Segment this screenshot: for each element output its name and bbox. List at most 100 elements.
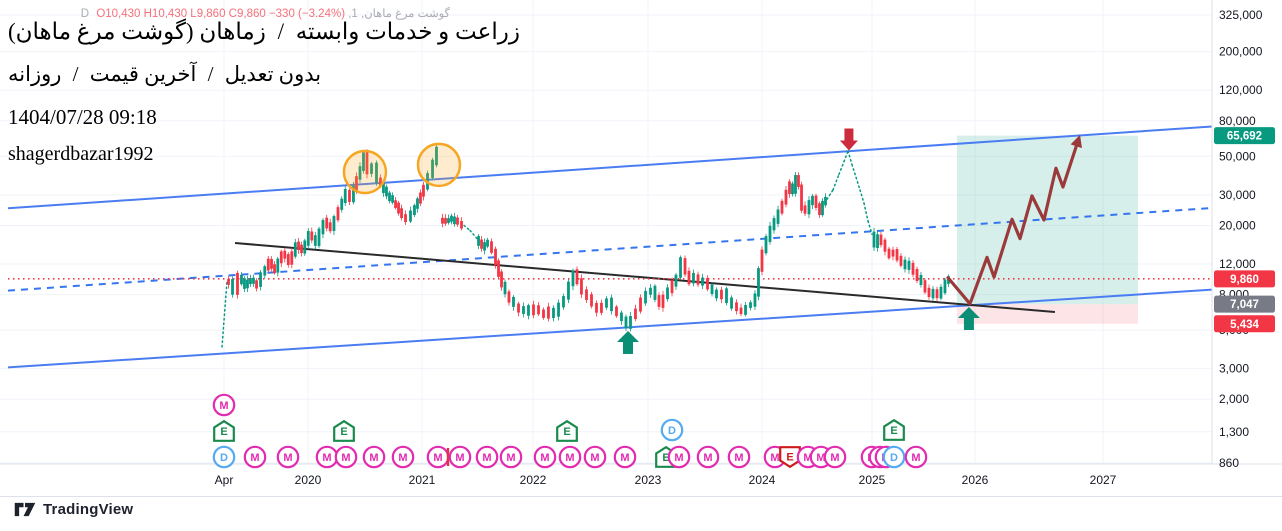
down-arrow-marker — [839, 128, 858, 151]
monthly-event-icon — [667, 445, 691, 469]
price-level-badge — [1214, 315, 1275, 333]
svg-text:M: M — [482, 452, 491, 464]
lower-channel — [7, 288, 1213, 369]
legend-symbol: گوشت مرغ ماهان, 1, D — [80, 8, 450, 20]
svg-text:2027: 2027 — [1090, 473, 1117, 487]
price-chart[interactable]: MEDEEDEMMMMMMMMMMMMMMEMMMMEMMMMMMDM325,0… — [0, 0, 1282, 497]
svg-text:M: M — [803, 452, 812, 464]
svg-text:M: M — [816, 452, 825, 464]
svg-text:2,000: 2,000 — [1219, 392, 1249, 406]
svg-text:Apr: Apr — [215, 473, 234, 487]
monthly-event-icon — [243, 445, 267, 469]
time-axis: Apr 2020 2021 2022 2023 2024 2025 2026 2027 — [215, 473, 1117, 487]
svg-text:M: M — [455, 452, 464, 464]
svg-text:80,000: 80,000 — [1219, 114, 1256, 128]
price-level-badge — [1214, 270, 1275, 288]
svg-text:2020: 2020 — [295, 473, 322, 487]
highlight-circle — [416, 142, 462, 188]
legend-ohlc-values: O10,430 H10,430 L9,860 C9,860 −330 (−3.2… — [96, 8, 346, 20]
ohlc-legend[interactable]: گوشت مرغ ماهان, 1, D O10,430 H10,430 L9,… — [8, 7, 450, 21]
dividend-event-icon — [660, 418, 684, 442]
svg-text:20,000: 20,000 — [1219, 218, 1256, 232]
monthly-event-icon — [334, 445, 358, 469]
svg-text:2025: 2025 — [859, 473, 886, 487]
candles — [221, 144, 950, 348]
earnings-event-icon — [213, 419, 235, 442]
monthly-event-icon — [727, 445, 751, 469]
price-axis: 325,000 200,000 120,000 80,000 50,000 30,000 2… — [1214, 8, 1275, 470]
svg-text:5,434: 5,434 — [1230, 319, 1259, 331]
svg-text:M: M — [283, 452, 292, 464]
up-arrow-marker — [957, 306, 980, 330]
highlight-circles — [342, 142, 462, 195]
signal-arrows — [617, 128, 980, 354]
upper-channel — [7, 125, 1213, 210]
svg-text:M: M — [590, 452, 599, 464]
monthly-event-icon — [533, 445, 557, 469]
zigzag-projection — [946, 134, 1082, 306]
svg-text:M: M — [433, 452, 442, 464]
highlight-circle — [342, 149, 388, 195]
svg-text:2026: 2026 — [962, 473, 989, 487]
svg-text:120,000: 120,000 — [1219, 83, 1263, 97]
svg-text:D: D — [220, 452, 228, 464]
svg-text:7,047: 7,047 — [1230, 299, 1259, 311]
svg-text:D: D — [668, 425, 676, 437]
svg-text:M: M — [322, 452, 331, 464]
svg-text:12,000: 12,000 — [1219, 257, 1256, 271]
svg-text:M: M — [540, 452, 549, 464]
monthly-event-icon — [558, 445, 582, 469]
svg-text:M: M — [369, 452, 378, 464]
svg-text:200,000: 200,000 — [1219, 45, 1263, 59]
tradingview-attribution[interactable]: TradingView — [14, 501, 133, 518]
svg-text:M: M — [620, 452, 629, 464]
monthly-event-icon — [362, 445, 386, 469]
svg-text:2023: 2023 — [635, 473, 662, 487]
stop-zone — [956, 304, 1138, 324]
monthly-event-icon — [475, 445, 499, 469]
dividend-event-icon — [212, 445, 236, 469]
svg-text:M: M — [911, 452, 920, 464]
svg-text:2021: 2021 — [409, 473, 436, 487]
monthly-event-icon — [696, 445, 720, 469]
svg-text:E: E — [890, 425, 897, 437]
tradingview-logo-icon — [14, 502, 36, 517]
svg-text:E: E — [220, 426, 227, 438]
svg-text:3,000: 3,000 — [1219, 362, 1249, 376]
svg-text:M: M — [398, 452, 407, 464]
monthly-event-icon — [583, 445, 607, 469]
monthly-event-icon — [391, 445, 415, 469]
svg-text:M: M — [770, 452, 779, 464]
axis-borders — [0, 0, 1282, 497]
svg-text:M: M — [219, 400, 228, 412]
earnings-event-icon — [556, 419, 578, 442]
monthly-event-icon — [212, 393, 236, 417]
svg-text:50,000: 50,000 — [1219, 149, 1256, 163]
price-level-badge — [1214, 127, 1275, 145]
monthly-event-icon — [613, 445, 637, 469]
svg-text:30,000: 30,000 — [1219, 188, 1256, 202]
svg-text:D: D — [890, 452, 898, 464]
price-level-badge — [1214, 295, 1275, 313]
svg-text:E: E — [340, 426, 347, 438]
earnings-event-icon — [333, 419, 355, 442]
svg-text:M: M — [565, 452, 574, 464]
svg-text:E: E — [563, 426, 570, 438]
svg-text:9,860: 9,860 — [1230, 274, 1259, 286]
dividend-event-icon — [882, 445, 906, 469]
earnings-event-icon — [883, 418, 905, 441]
svg-text:E: E — [786, 452, 793, 464]
svg-text:M: M — [734, 452, 743, 464]
monthly-event-icon — [276, 445, 300, 469]
event-badges: MEDEEDEMMMMMMMMMMMMMMEMMMMEMMMMMMDM — [212, 393, 928, 469]
monthly-event-icon — [499, 445, 523, 469]
descending-trendline — [234, 242, 1056, 314]
svg-text:860: 860 — [1219, 456, 1239, 470]
svg-text:M: M — [830, 452, 839, 464]
earnings-miss-event-icon — [779, 446, 801, 469]
svg-text:2022: 2022 — [520, 473, 547, 487]
svg-text:1,300: 1,300 — [1219, 425, 1249, 439]
event-tick-red — [446, 448, 450, 466]
monthly-event-icon — [904, 445, 928, 469]
